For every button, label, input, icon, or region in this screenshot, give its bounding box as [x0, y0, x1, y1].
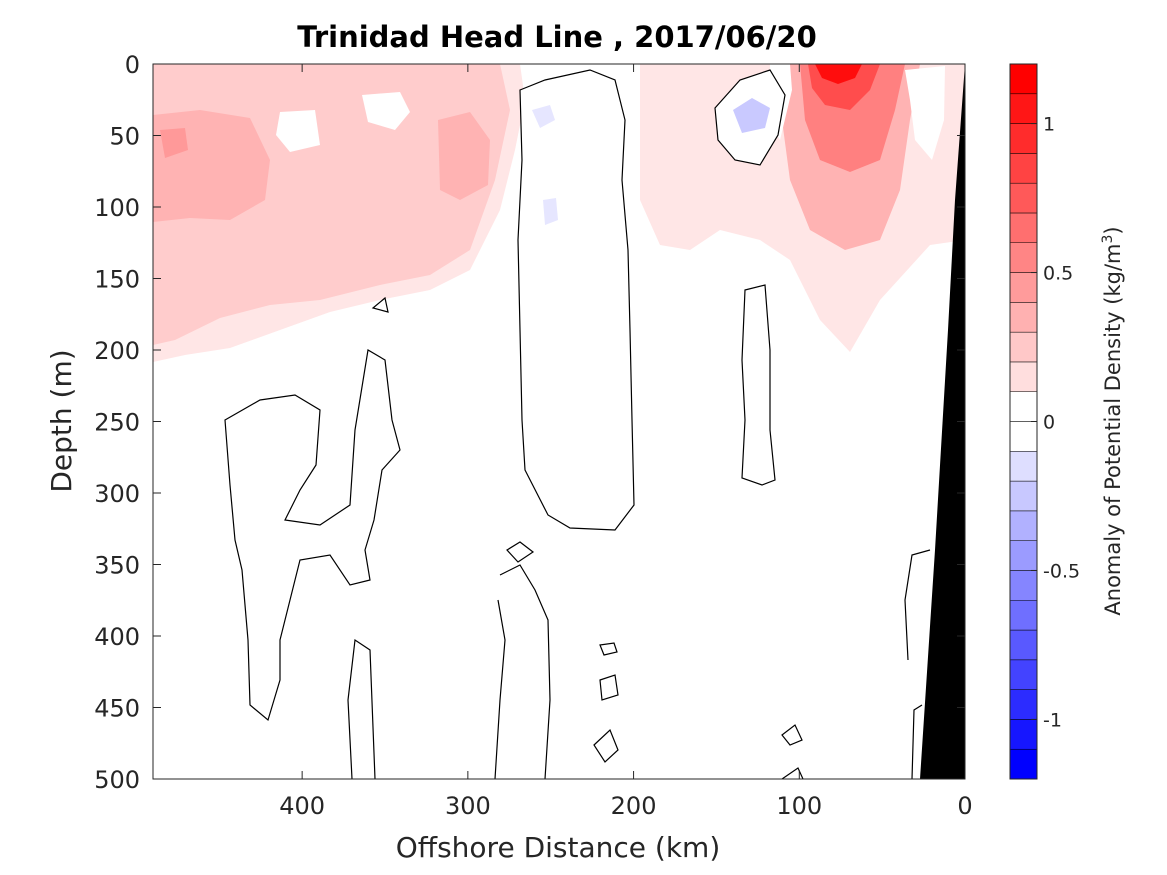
- zero-anomaly-patch: [905, 66, 945, 160]
- zero-contour: [781, 767, 804, 780]
- x-tick-label: 0: [957, 792, 972, 820]
- negative-anomaly-patch: [532, 105, 555, 128]
- zero-anomaly-patch: [362, 92, 410, 130]
- positive-anomaly-core-1.15: [815, 64, 862, 84]
- y-tick-label: 150: [94, 266, 140, 294]
- bathymetry: [920, 64, 965, 779]
- colorbar-tick-label: 0.5: [1043, 263, 1073, 285]
- colorbar-segment: [1009, 123, 1038, 154]
- colorbar-segment: [1009, 659, 1038, 690]
- colorbar-label: Anomaly of Potential Density (kg/m3): [1100, 226, 1125, 615]
- colorbar-segment: [1009, 480, 1038, 512]
- x-tick-label: 100: [776, 792, 822, 820]
- positive-anomaly-core-0.45: [160, 128, 188, 158]
- y-tick-label: 50: [109, 123, 140, 151]
- y-axis-label: Depth (m): [45, 349, 78, 492]
- colorbar-segment: [1009, 93, 1038, 124]
- colorbar-segment: [1009, 153, 1038, 184]
- colorbar-ticks: -1 -0.5 0 0.5 1: [1031, 114, 1080, 731]
- y-tick-label: 450: [94, 695, 140, 723]
- negative-anomaly-patch: [543, 198, 558, 225]
- y-axis-ticks: 0 50 100 150 200 250 300 350 400 450 500: [94, 51, 965, 794]
- colorbar-tick-label: -0.5: [1043, 560, 1080, 582]
- contour-field: [153, 64, 965, 779]
- x-axis-ticks: 400 300 200 100 0: [279, 64, 973, 820]
- zero-contour: [506, 541, 535, 563]
- positive-anomaly-band-0.3b: [438, 112, 490, 200]
- zero-contour: [224, 349, 401, 722]
- y-tick-label: 0: [125, 51, 140, 79]
- x-tick-label: 200: [611, 792, 657, 820]
- colorbar-segment: [1009, 361, 1038, 392]
- zero-anomaly-patch: [276, 110, 320, 152]
- colorbar-segment: [1009, 63, 1038, 95]
- colorbar-segment: [1009, 421, 1038, 452]
- y-tick-label: 300: [94, 480, 140, 508]
- y-tick-label: 200: [94, 337, 140, 365]
- colorbar-segment: [1009, 302, 1038, 333]
- colorbar-segment: [1009, 540, 1038, 571]
- y-tick-label: 250: [94, 409, 140, 437]
- zero-contour: [741, 284, 776, 486]
- colorbar-segment: [1009, 242, 1038, 273]
- colorbar-segment: [1009, 719, 1038, 750]
- zero-contour: [911, 704, 923, 780]
- colorbar-segment: [1009, 748, 1038, 780]
- colorbar-segment: [1009, 331, 1038, 363]
- zero-contour: [904, 549, 931, 661]
- zero-contour: [517, 69, 635, 531]
- zero-contour: [781, 724, 803, 746]
- colorbar-segment: [1009, 570, 1038, 601]
- colorbar-segment: [1009, 212, 1038, 243]
- colorbar-segment: [1009, 182, 1038, 214]
- colorbar-tick-label: -1: [1043, 709, 1062, 731]
- colorbar-segment: [1009, 272, 1038, 303]
- colorbar-segment: [1009, 391, 1038, 422]
- colorbar-segment: [1009, 451, 1038, 482]
- colorbar-segment: [1009, 689, 1038, 720]
- chart-title: Trinidad Head Line , 2017/06/20: [297, 20, 817, 54]
- y-tick-label: 350: [94, 552, 140, 580]
- zero-contour: [371, 296, 389, 313]
- x-tick-label: 300: [445, 792, 491, 820]
- negative-anomaly-core: [733, 98, 770, 133]
- colorbar-segment: [1009, 629, 1038, 661]
- y-tick-label: 400: [94, 623, 140, 651]
- colorbar-label-suffix: ): [1101, 226, 1125, 234]
- colorbar-label-superscript: 3: [1100, 235, 1116, 244]
- colorbar-label-main: Anomaly of Potential Density (kg/m: [1101, 244, 1125, 616]
- y-tick-label: 100: [94, 194, 140, 222]
- deep-contours: [224, 284, 931, 780]
- colorbar-segment: [1009, 510, 1038, 541]
- zero-contour: [494, 599, 506, 780]
- x-axis-label: Offshore Distance (km): [396, 831, 721, 864]
- zero-contour: [599, 674, 619, 701]
- colorbar-segment: [1009, 600, 1038, 631]
- zero-contour: [499, 564, 551, 780]
- x-tick-label: 400: [279, 792, 325, 820]
- colorbar-tick-label: 0: [1043, 412, 1055, 434]
- colorbar-tick-label: 1: [1043, 114, 1055, 136]
- zero-contour: [347, 638, 376, 780]
- colorbar: [1009, 63, 1038, 780]
- positive-anomaly-band-0.3: [153, 110, 270, 222]
- y-tick-label: 500: [94, 766, 140, 794]
- zero-contour: [593, 728, 619, 763]
- zero-contour: [599, 642, 618, 656]
